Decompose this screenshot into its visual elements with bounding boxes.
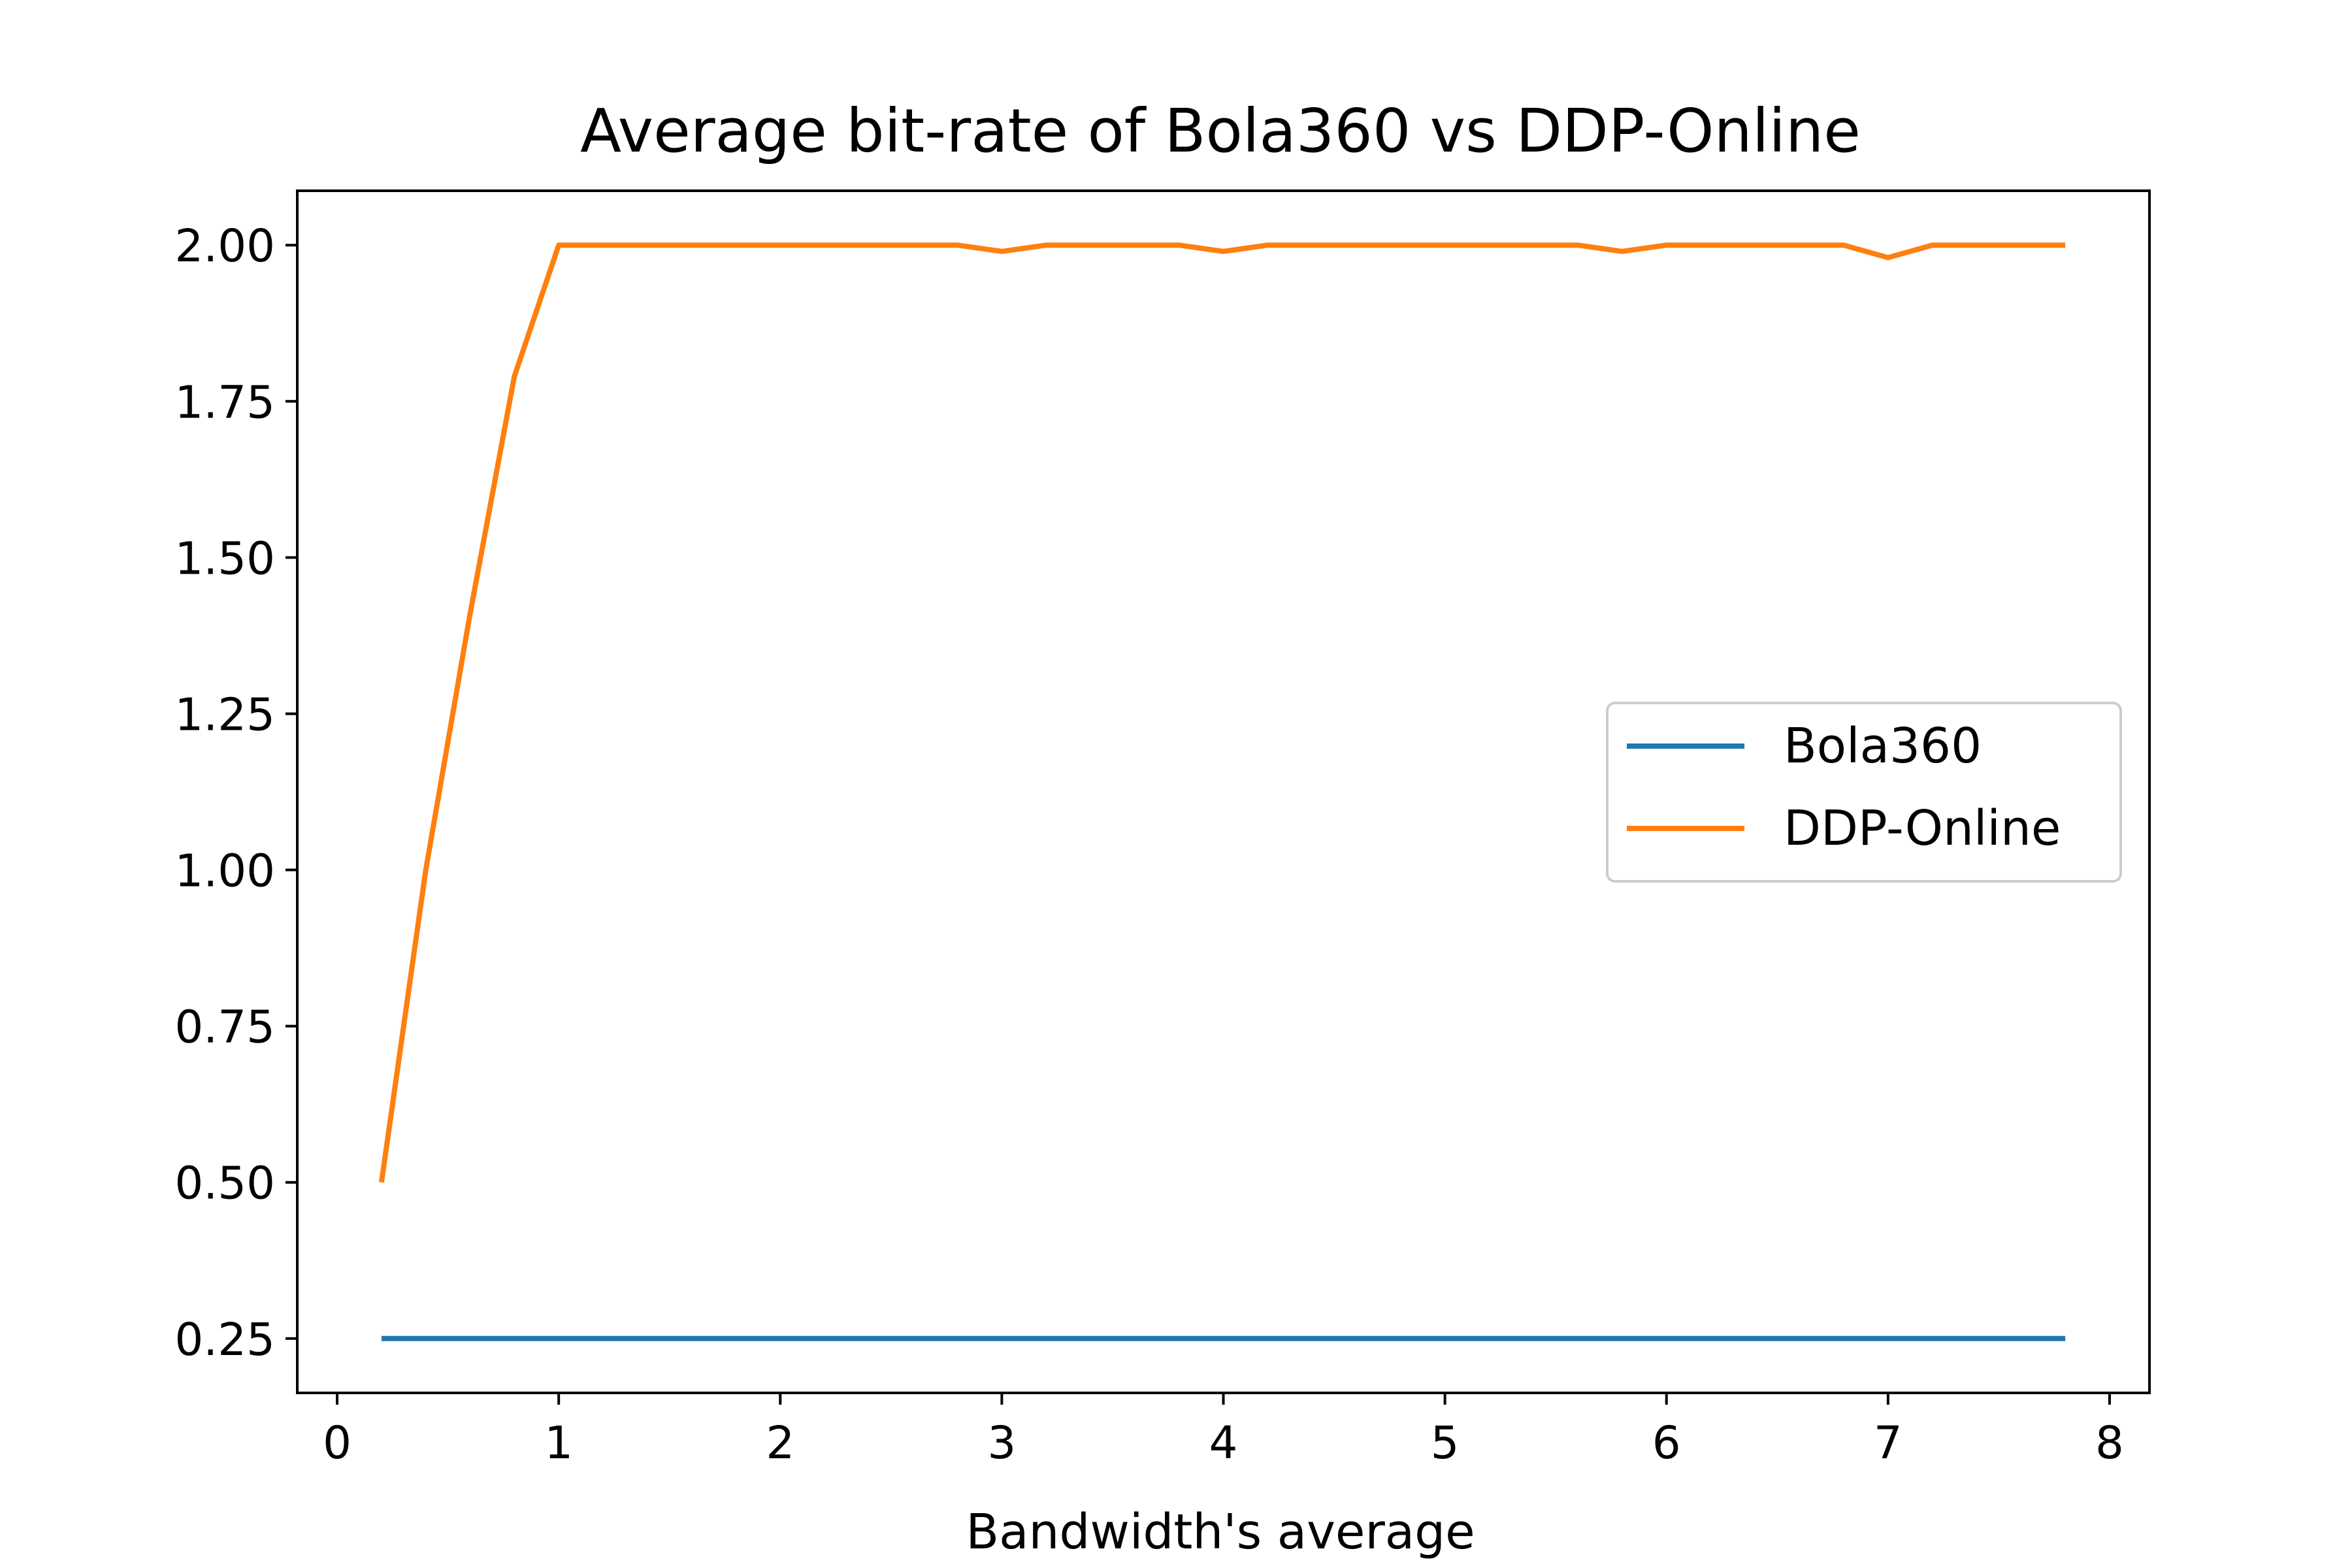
x-tick-label: 1: [544, 1417, 573, 1469]
x-axis: 0 1 2 3 4 5 6 7 8: [323, 1393, 2124, 1469]
legend: Bola360 DDP-Online: [1606, 702, 2122, 883]
y-tick-label: 2.00: [174, 220, 275, 272]
y-tick-label: 1.75: [174, 376, 275, 429]
series-layer: [378, 242, 2066, 1341]
x-tick-label: 5: [1431, 1417, 1460, 1469]
legend-label-ddp-online: DDP-Online: [1784, 800, 2061, 857]
x-tick-label: 6: [1652, 1417, 1681, 1469]
legend-label-bola360: Bola360: [1784, 718, 1982, 774]
x-tick-label: 0: [323, 1417, 351, 1469]
y-tick-label: 0.75: [174, 1002, 275, 1054]
x-tick-label: 8: [2095, 1417, 2124, 1469]
y-tick-label: 1.00: [174, 845, 275, 898]
y-axis: 0.25 0.50 0.75 1.00 1.25 1.50 1.75 2.00: [174, 220, 297, 1366]
x-tick-label: 3: [987, 1417, 1016, 1469]
y-tick-label: 0.25: [174, 1314, 275, 1366]
x-tick-label: 7: [1874, 1417, 1903, 1469]
y-tick-label: 1.50: [174, 532, 275, 585]
y-tick-label: 0.50: [174, 1158, 275, 1210]
y-tick-label: 1.25: [174, 689, 275, 741]
x-axis-label: Bandwidth's average: [966, 1504, 1475, 1560]
x-tick-label: 2: [766, 1417, 794, 1469]
x-tick-label: 4: [1209, 1417, 1238, 1469]
chart-title: Average bit-rate of Bola360 vs DDP-Onlin…: [580, 96, 1861, 166]
series-line-ddp-online: [378, 242, 2066, 1183]
